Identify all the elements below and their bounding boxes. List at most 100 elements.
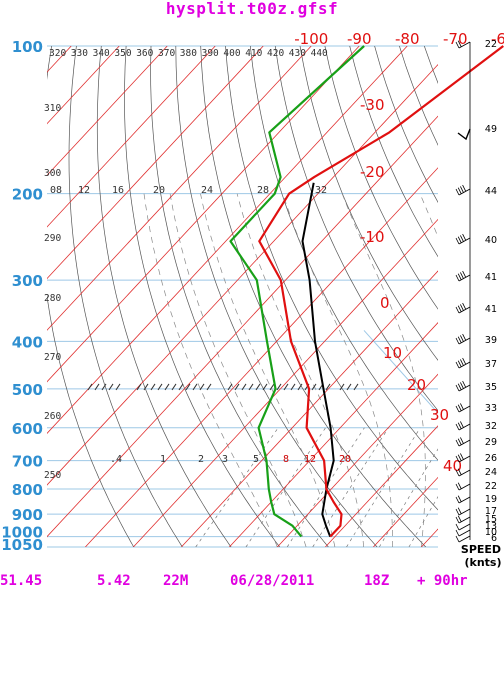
wind-speed-29: 29 [485, 437, 497, 448]
mixing-ratio-label-upper-20: 20 [153, 185, 165, 196]
barb-flag [458, 439, 461, 445]
wind-speed-44: 44 [485, 186, 497, 197]
barb-flag [458, 516, 461, 522]
barb-staff [459, 530, 470, 536]
theta-label-left-250: 250 [44, 470, 61, 481]
temp-label-top--90: -90 [347, 30, 372, 48]
theta-label-top-440: 440 [311, 48, 328, 59]
barb-flag [458, 361, 461, 367]
mixing-ratio-label-lower-2: 2 [198, 454, 204, 465]
wind-barb [456, 524, 470, 530]
wind-speed-32: 32 [485, 421, 497, 432]
pressure-label-900: 900 [12, 506, 43, 524]
temp-label-right--10: -10 [360, 228, 385, 246]
barb-flag [463, 358, 466, 364]
wind-barb [456, 516, 470, 523]
barb-flag [463, 234, 466, 240]
barb-flag [460, 359, 463, 365]
temp-label-right--20: -20 [360, 163, 385, 181]
theta-label-top-370: 370 [158, 48, 175, 59]
barb-flag [456, 406, 459, 412]
pressure-label-200: 200 [12, 186, 43, 204]
barb-flag [458, 306, 461, 312]
isobar-boundary [364, 330, 438, 413]
barb-flag [456, 362, 459, 368]
theta-label-top-340: 340 [93, 48, 110, 59]
theta-label-top-360: 360 [136, 48, 153, 59]
barb-flag [458, 237, 461, 243]
footer-forecast: + 90hr [417, 573, 468, 589]
wind-barb [456, 358, 470, 368]
mixing-ratio-label-lower-3: 3 [222, 454, 228, 465]
barb-flag [460, 186, 463, 192]
wind-speed-39: 39 [485, 335, 497, 346]
theta-label-top-320: 320 [49, 48, 66, 59]
moist-adiabat--10 [144, 194, 277, 547]
mixing-ratio-label-upper-32: 32 [315, 185, 327, 196]
footer-lon: 5.42 [97, 573, 131, 589]
moist-adiabat-lines [144, 194, 504, 547]
theta-label-top-420: 420 [267, 48, 284, 59]
wind-speed-22: 22 [485, 39, 497, 50]
wind-speed-26: 26 [485, 453, 497, 464]
mixing-ratio-label-lower-8: 8 [283, 454, 289, 465]
wind-barb [456, 381, 470, 391]
footer-date: 06/28/2011 [230, 573, 314, 589]
barb-flag [458, 405, 461, 411]
barb-flag [458, 483, 461, 489]
pressure-label-500: 500 [12, 381, 43, 399]
pressure-label-1050: 1050 [1, 536, 43, 554]
barb-flag [456, 530, 459, 536]
wind-speed-24: 24 [485, 467, 497, 478]
barb-flag [463, 334, 466, 340]
dry-adiabat-lines [40, 46, 504, 547]
wind-speed-19: 19 [485, 494, 497, 505]
wind-barb [456, 303, 470, 313]
theta-label-top-410: 410 [245, 48, 262, 59]
barb-flag [456, 517, 459, 523]
wind-barb [456, 403, 470, 412]
dry-adiabat-410 [499, 46, 504, 547]
temp-label-right-10: 10 [383, 344, 402, 362]
wind-barb [456, 437, 470, 446]
wind-barb [456, 536, 470, 542]
barb-stroke [458, 129, 470, 139]
mixing-ratio-label-lower-12: 12 [304, 454, 316, 465]
wind-speed-35: 35 [485, 382, 497, 393]
barb-flag [456, 509, 459, 515]
isotherm--160 [0, 46, 23, 547]
theta-label-top-400: 400 [223, 48, 240, 59]
isotherm-lines [0, 46, 504, 547]
wind-speed-41: 41 [485, 304, 497, 315]
wind-barb [456, 334, 470, 344]
barb-flag [456, 484, 459, 490]
barb-flag [458, 188, 461, 194]
wind-barb [456, 234, 470, 244]
barb-flag [463, 303, 466, 309]
barb-staff [459, 536, 470, 542]
footer-lat: 51.45 [0, 573, 42, 589]
barb-flag [458, 274, 461, 280]
wind-barb [456, 185, 470, 195]
speed-unit: (knts) [464, 556, 501, 569]
barb-flag [458, 496, 461, 502]
pressure-label-800: 800 [12, 481, 43, 499]
temp-label-top--100: -100 [294, 30, 328, 48]
theta-label-top-430: 430 [289, 48, 306, 59]
barb-flag [463, 381, 466, 387]
barb-flag [456, 307, 459, 313]
theta-label-top-390: 390 [202, 48, 219, 59]
wind-barb [456, 271, 470, 281]
barb-flag [456, 440, 459, 446]
mixing-ratio-label-upper-08: 08 [50, 185, 62, 196]
moist-adiabat-26 [420, 194, 468, 547]
isotherm--50 [85, 46, 504, 547]
barb-flag [460, 382, 463, 388]
temp-label-top--80: -80 [395, 30, 420, 48]
barb-flag [458, 384, 461, 390]
barb-flag [460, 437, 463, 443]
barb-flag [456, 238, 459, 244]
temp-label-right-0: 0 [380, 294, 390, 312]
